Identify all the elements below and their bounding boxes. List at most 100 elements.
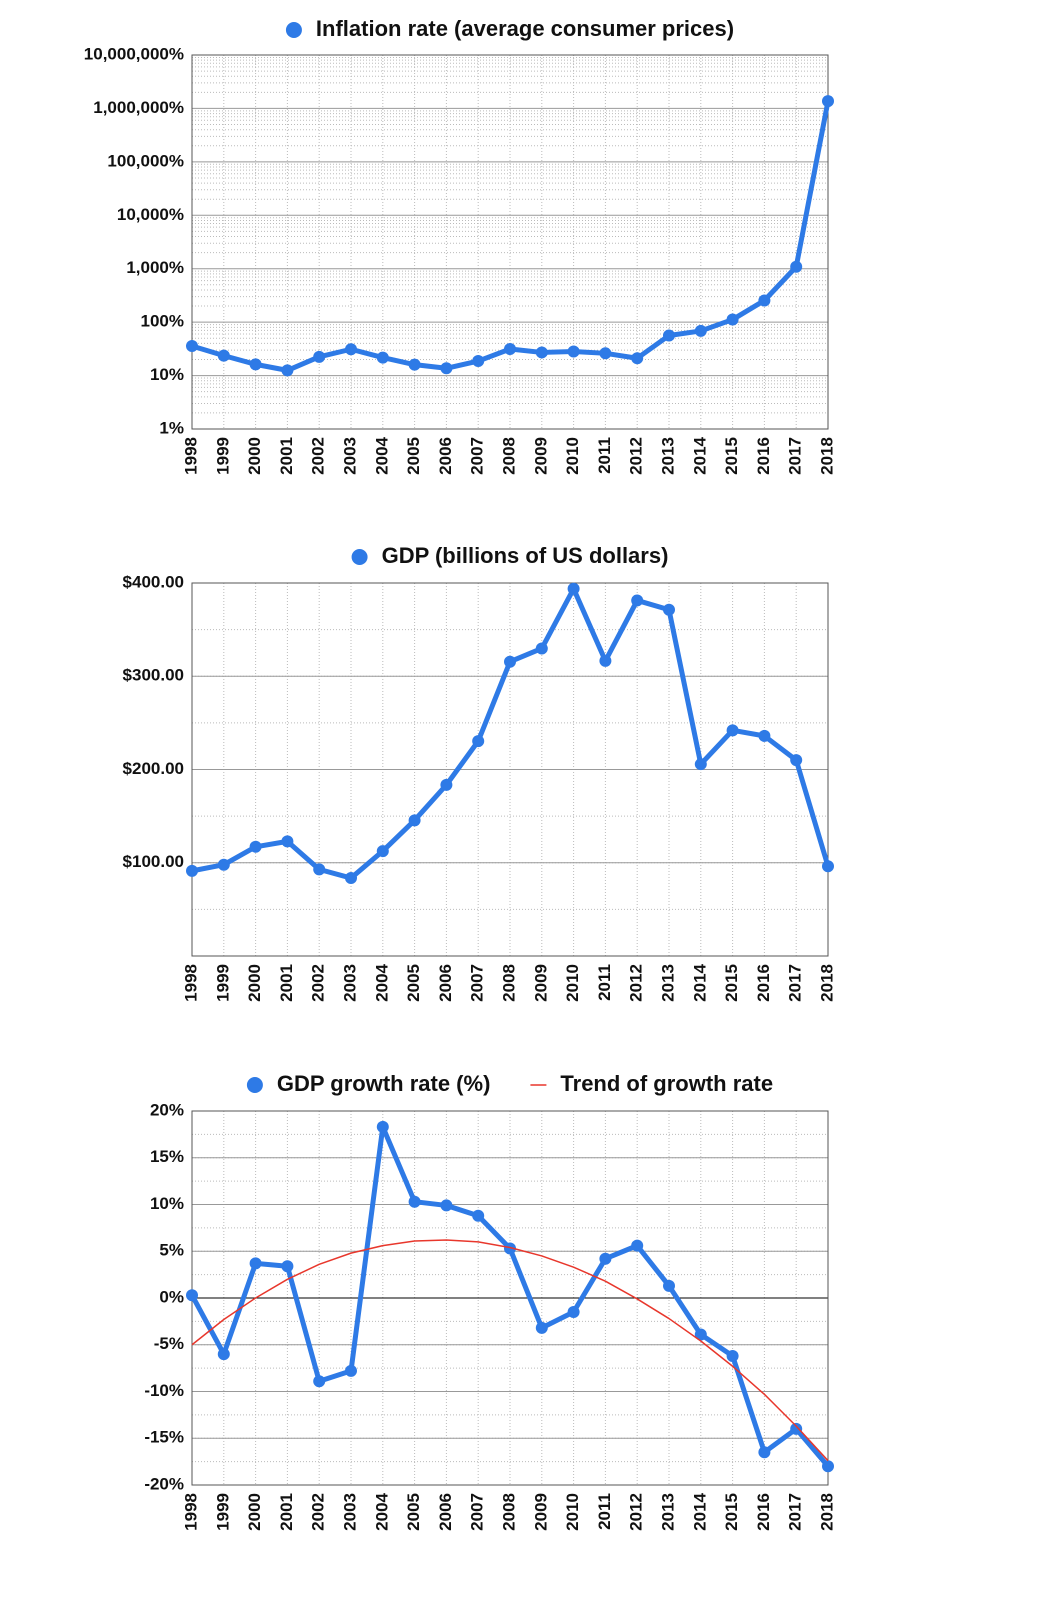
series-point (631, 1239, 644, 1252)
y-tick-label: 1,000% (126, 258, 184, 277)
series-point (281, 835, 294, 848)
x-tick-label: 2013 (658, 1493, 677, 1531)
series-point (186, 864, 198, 877)
x-tick-label: 2017 (786, 964, 805, 1002)
y-tick-label: 10% (150, 365, 184, 384)
series-point (345, 1364, 357, 1377)
x-tick-label: 2011 (595, 1493, 614, 1530)
x-tick-label: 2003 (340, 1493, 359, 1531)
x-tick-label: 2009 (531, 1493, 550, 1531)
series-point (186, 1289, 198, 1302)
legend-marker (285, 22, 302, 38)
series-point (790, 260, 803, 273)
series-point (758, 1446, 771, 1459)
x-tick-label: 1999 (213, 1493, 232, 1531)
series-point (822, 1460, 834, 1473)
legend-item: Inflation rate (average consumer prices) (285, 16, 734, 41)
x-tick-label: 2012 (627, 437, 646, 475)
series-point (217, 858, 230, 871)
legend-marker (351, 549, 368, 565)
legend-label: GDP growth rate (%) (277, 1071, 491, 1096)
legend-item: GDP growth rate (%) (246, 1071, 491, 1096)
series-line (191, 1239, 829, 1462)
x-tick-label: 2004 (372, 1492, 391, 1530)
x-tick-label: 2018 (817, 437, 836, 475)
series-point (758, 294, 771, 307)
x-tick-label: 2014 (690, 436, 709, 474)
x-tick-label: 2009 (531, 437, 550, 475)
series-point (822, 95, 834, 108)
series-point (249, 358, 262, 371)
series-point (694, 758, 707, 771)
series-point (663, 603, 675, 616)
x-tick-label: 2000 (245, 1493, 264, 1531)
series-point (186, 339, 198, 352)
series-point (599, 347, 612, 360)
series-point (217, 349, 230, 362)
x-tick-label: 2001 (277, 437, 296, 475)
y-tick-label: $200.00 (123, 759, 184, 778)
x-tick-label: 2011 (595, 437, 614, 474)
x-tick-label: 2008 (499, 437, 518, 475)
series-point (822, 860, 834, 873)
series-point (376, 351, 389, 364)
series-point (790, 1422, 803, 1435)
series-point (472, 735, 485, 748)
x-tick-label: 2017 (786, 437, 805, 475)
x-tick-label: 2004 (372, 963, 391, 1001)
series-point (726, 313, 739, 326)
series-point (440, 362, 453, 375)
y-tick-label: -10% (144, 1381, 184, 1400)
series-point (663, 1279, 675, 1292)
series-point (663, 329, 675, 342)
series-point (758, 729, 771, 742)
x-tick-label: 2006 (436, 1493, 455, 1531)
plot-frame (191, 54, 829, 430)
x-tick-label: 1998 (181, 437, 200, 475)
x-tick-label: 1998 (181, 1493, 200, 1531)
x-tick-label: 2012 (627, 964, 646, 1002)
series-point (472, 355, 485, 368)
x-tick-label: 2009 (531, 964, 550, 1002)
y-tick-label: $300.00 (123, 666, 184, 685)
y-tick-label: -5% (154, 1334, 184, 1353)
series-point (567, 582, 580, 595)
series-point (345, 343, 357, 356)
y-tick-label: $100.00 (123, 852, 184, 871)
x-tick-label: 2014 (690, 963, 709, 1001)
x-tick-label: 2008 (499, 964, 518, 1002)
y-tick-label: 10% (150, 1194, 184, 1213)
series-point (504, 343, 516, 356)
y-tick-label: -15% (144, 1428, 184, 1447)
series-point (567, 1306, 580, 1319)
x-tick-label: 2007 (468, 437, 487, 475)
series-point (631, 594, 644, 607)
x-tick-label: 2010 (563, 964, 582, 1002)
series-point (313, 350, 326, 363)
legend-item: GDP (billions of US dollars) (351, 543, 669, 568)
x-tick-label: 2016 (754, 437, 773, 475)
legend-label: GDP (billions of US dollars) (382, 543, 669, 568)
series-point (440, 778, 453, 791)
x-tick-label: 2003 (340, 964, 359, 1002)
x-tick-label: 2005 (404, 1493, 423, 1531)
x-tick-label: 2001 (277, 964, 296, 1002)
x-tick-label: 2017 (786, 1493, 805, 1531)
x-tick-label: 2018 (817, 964, 836, 1002)
plot-frame (191, 582, 829, 957)
series-point (440, 1199, 453, 1212)
x-tick-label: 2005 (404, 437, 423, 475)
x-tick-label: 2008 (499, 1493, 518, 1531)
series-point (790, 754, 803, 767)
x-tick-label: 2007 (468, 964, 487, 1002)
series-point (631, 352, 644, 365)
x-tick-label: 2016 (754, 1493, 773, 1531)
x-tick-label: 2002 (309, 437, 328, 475)
series-point (408, 814, 421, 827)
series-point (249, 840, 262, 853)
x-tick-label: 2012 (627, 1493, 646, 1531)
series-point (408, 358, 421, 371)
y-tick-label: -20% (144, 1474, 184, 1493)
series-point (694, 324, 707, 337)
